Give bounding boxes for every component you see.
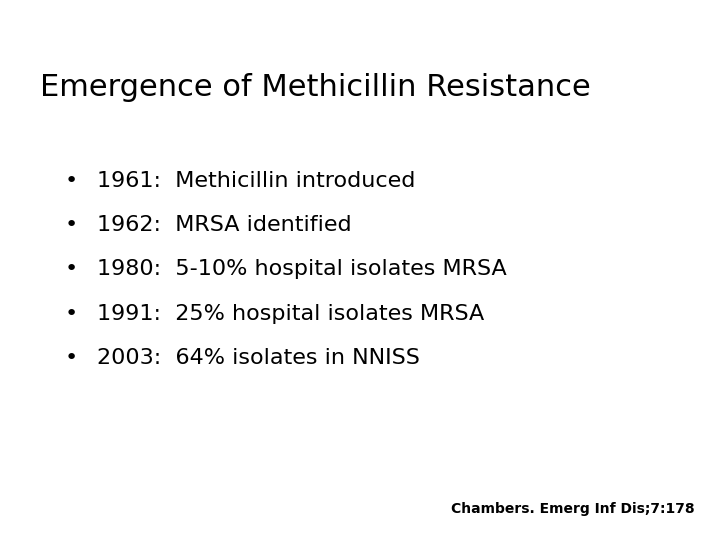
Text: 1961:  Methicillin introduced: 1961: Methicillin introduced [97, 171, 415, 191]
Text: 1980:  5-10% hospital isolates MRSA: 1980: 5-10% hospital isolates MRSA [97, 259, 507, 280]
Text: Emergence of Methicillin Resistance: Emergence of Methicillin Resistance [40, 73, 590, 102]
Text: •: • [65, 171, 78, 191]
Text: •: • [65, 348, 78, 368]
Text: 1962:  MRSA identified: 1962: MRSA identified [97, 215, 352, 235]
Text: •: • [65, 259, 78, 280]
Text: 1991:  25% hospital isolates MRSA: 1991: 25% hospital isolates MRSA [97, 303, 485, 324]
Text: •: • [65, 303, 78, 324]
Text: 2003:  64% isolates in NNISS: 2003: 64% isolates in NNISS [97, 348, 420, 368]
Text: •: • [65, 215, 78, 235]
Text: Chambers. Emerg Inf Dis;7:178: Chambers. Emerg Inf Dis;7:178 [451, 502, 695, 516]
